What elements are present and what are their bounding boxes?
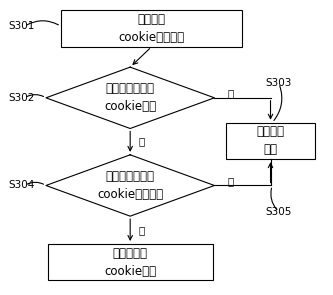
Text: 是: 是 <box>228 88 234 99</box>
Text: S302: S302 <box>8 93 34 103</box>
Text: S303: S303 <box>265 78 292 88</box>
FancyBboxPatch shape <box>48 244 213 281</box>
Text: S301: S301 <box>8 21 34 31</box>
Text: 否: 否 <box>139 225 145 235</box>
Text: S304: S304 <box>8 181 34 191</box>
Text: 解析下一个
cookie文件: 解析下一个 cookie文件 <box>104 247 156 278</box>
Text: 是: 是 <box>228 176 234 186</box>
Text: 上报可疑
文件: 上报可疑 文件 <box>256 125 284 156</box>
FancyBboxPatch shape <box>61 10 242 47</box>
Text: 比对是否有可疑
cookie来源网址: 比对是否有可疑 cookie来源网址 <box>97 170 163 201</box>
Polygon shape <box>46 67 214 129</box>
Text: 否: 否 <box>139 137 145 147</box>
Polygon shape <box>46 155 214 216</box>
Text: 比对是否有可疑
cookie名称: 比对是否有可疑 cookie名称 <box>104 82 156 113</box>
Text: S305: S305 <box>265 207 292 217</box>
FancyBboxPatch shape <box>226 123 315 159</box>
Text: 解析用户
cookie缓存文件: 解析用户 cookie缓存文件 <box>119 13 185 44</box>
